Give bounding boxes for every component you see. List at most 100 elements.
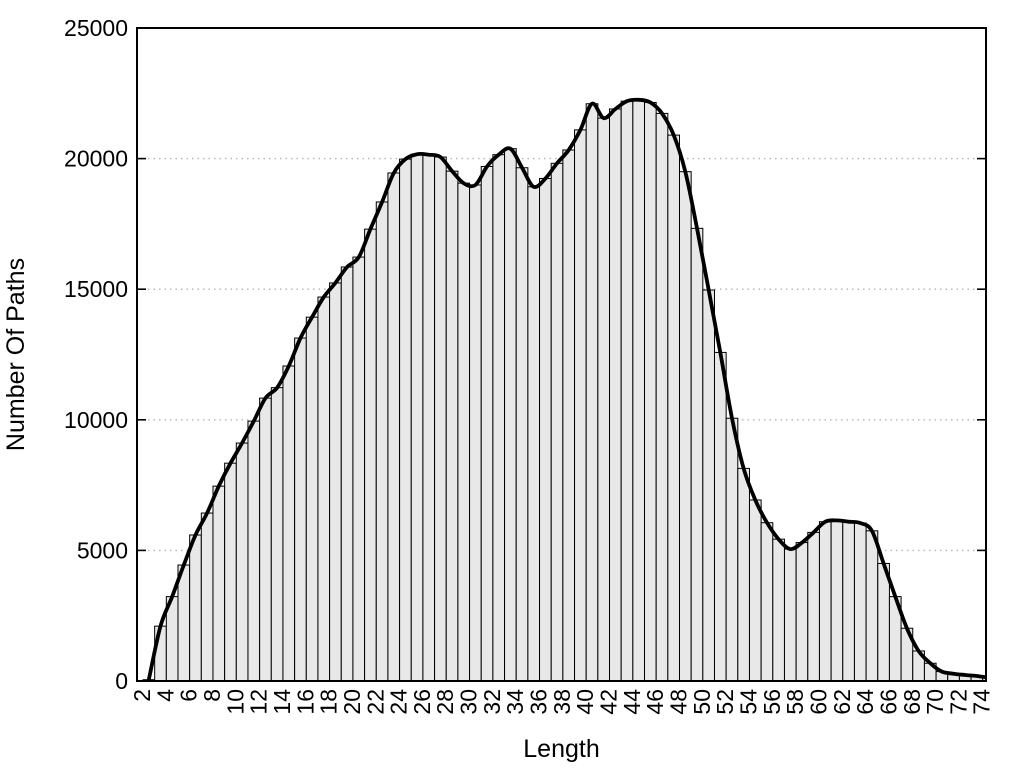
x-tick-label: 66 [875,689,901,715]
bar [469,184,482,681]
density-curve [146,97,986,681]
x-tick-label: 30 [456,689,482,715]
bar [410,153,424,681]
bar [982,677,986,681]
x-tick-label: 52 [712,689,738,715]
y-tick-label: 15000 [64,276,128,302]
x-tick-label: 32 [479,689,505,715]
bar [247,420,261,681]
x-tick-label: 42 [596,689,622,715]
bar [294,337,307,681]
bar [877,562,890,681]
y-axis-tick-labels: 0 5000 10000 15000 20000 25000 [64,15,128,694]
bar [842,521,855,681]
x-tick-label: 68 [899,689,925,715]
bar [644,101,657,681]
bar [375,201,389,681]
y-tick-label: 0 [115,668,128,694]
x-tick-label: 34 [502,689,528,715]
bar [212,485,226,681]
bar [259,397,272,681]
smooth-curve-layer [146,97,986,681]
bar [387,172,401,681]
bar [527,186,541,681]
bar [340,266,354,681]
x-tick-label: 10 [222,689,248,715]
x-tick-label: 8 [199,689,225,702]
x-tick-label: 50 [689,689,715,715]
bar [480,165,494,681]
x-tick-label: 2 [129,689,155,702]
bar [550,162,564,681]
bar [422,154,436,681]
bar [748,499,762,681]
bar [597,117,611,681]
y-tick-label: 5000 [77,537,128,563]
bar [504,148,517,681]
bar [760,522,774,681]
x-tick-label: 74 [969,689,995,715]
bar [678,171,692,681]
bar [713,351,727,681]
bar [305,316,319,681]
bar [632,99,646,681]
bar [177,564,191,681]
x-tick-label: 40 [572,689,598,715]
x-tick-label: 60 [806,689,832,715]
x-tick-label: 44 [619,689,645,715]
y-tick-label: 20000 [64,146,128,172]
histogram-bars [142,99,986,681]
bar [737,467,750,681]
bar [189,534,202,681]
bar [457,182,471,681]
bar [702,289,715,681]
bar [783,548,797,681]
x-axis-tick-labels: 2468101214161820222426283032343638404244… [129,689,995,715]
bar [807,531,820,681]
x-tick-label: 20 [339,689,365,715]
bar [154,625,167,681]
y-tick-label: 10000 [64,407,128,433]
x-tick-label: 38 [549,689,575,715]
bar [235,442,249,681]
y-axis-title: Number Of Paths [2,258,30,451]
x-tick-label: 62 [829,689,855,715]
bar [667,134,680,681]
x-tick-label: 28 [432,689,458,715]
x-tick-label: 58 [782,689,808,715]
bar [445,170,459,681]
bar [585,103,599,681]
bar [515,167,529,681]
x-tick-label: 70 [922,689,948,715]
bar [539,177,552,681]
bar [329,282,342,681]
bar [620,100,634,681]
plot-border [136,27,987,682]
x-tick-label: 36 [526,689,552,715]
x-tick-label: 18 [316,689,342,715]
bar [772,538,785,681]
x-tick-label: 12 [246,689,272,715]
bar [865,530,879,681]
bar [492,154,506,681]
bar [655,112,669,681]
x-tick-label: 6 [176,689,202,702]
bar [224,462,237,681]
x-tick-label: 4 [152,689,178,702]
bar [830,519,844,681]
x-tick-label: 24 [386,689,412,715]
bar [853,522,867,681]
bar [795,542,809,681]
x-tick-label: 56 [759,689,785,715]
bar [609,108,622,681]
bar [317,296,331,681]
x-axis-title: Length [523,735,599,763]
x-tick-label: 22 [362,689,388,715]
bar [818,521,832,681]
bar [282,365,296,681]
x-tick-label: 16 [292,689,318,715]
x-tick-label: 54 [736,689,762,715]
bar [725,417,739,681]
